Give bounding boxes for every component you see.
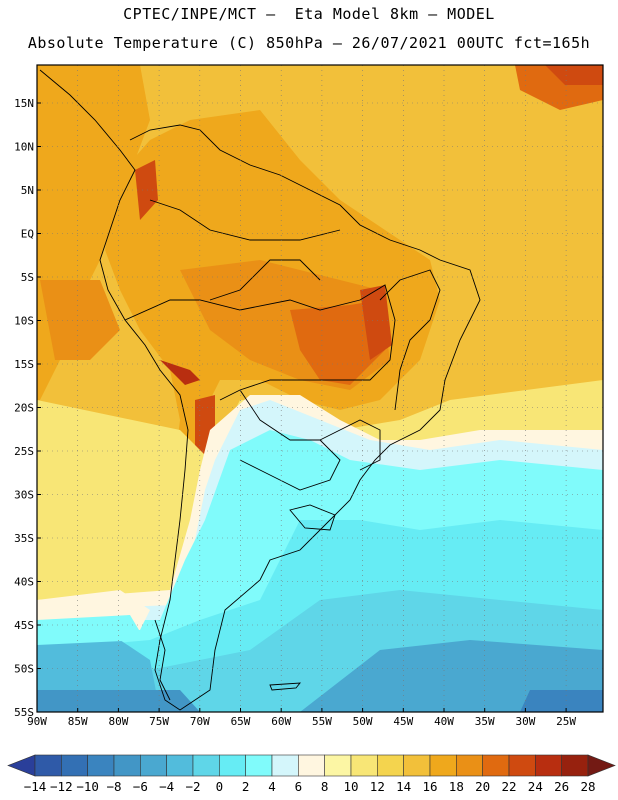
lon-label: 25W (556, 715, 576, 728)
colorbar-label: −2 (185, 779, 200, 794)
colorbar-label: 24 (528, 779, 543, 794)
colorbar-bin (245, 754, 273, 777)
colorbar-arrow-low (7, 754, 36, 777)
lon-label: 55W (312, 715, 332, 728)
colorbar-label: 18 (449, 779, 464, 794)
lat-label: 50S (14, 663, 34, 676)
lat-label: 10S (14, 315, 34, 328)
colorbar-bin (298, 754, 325, 777)
colorbar-label: 14 (396, 779, 411, 794)
colorbar-bin (403, 754, 431, 777)
colorbar: −14 −12 −10 −8 −6 −4 −2 0 2 4 6 8 10 12 14 16 18 20 22 24 26… (7, 754, 616, 794)
lon-label: 30W (515, 715, 535, 728)
colorbar-label: 6 (295, 779, 303, 794)
colorbar-label: 20 (475, 779, 490, 794)
colorbar-label: −10 (76, 779, 99, 794)
lat-label: 40S (14, 576, 34, 589)
colorbar-bin (87, 754, 115, 777)
colorbar-bin (535, 754, 562, 777)
colorbar-bin (350, 754, 378, 777)
lon-label: 45W (393, 715, 413, 728)
lon-label: 75W (149, 715, 169, 728)
colorbar-label: 12 (370, 779, 385, 794)
title-line-2: Absolute Temperature (C) 850hPa – 26/07/… (27, 34, 591, 52)
lat-label: 10N (14, 141, 34, 154)
colorbar-label: −6 (133, 779, 148, 794)
colorbar-label: 4 (268, 779, 276, 794)
colorbar-label: 2 (242, 779, 250, 794)
lat-label: 15S (14, 358, 34, 371)
colorbar-bin (61, 754, 88, 777)
lon-label: 60W (271, 715, 291, 728)
lon-label: 35W (475, 715, 495, 728)
colorbar-label: −8 (106, 779, 121, 794)
colorbar-label: −4 (159, 779, 174, 794)
colorbar-bin (482, 754, 510, 777)
map-frame (36, 64, 604, 713)
lon-label: 85W (68, 715, 88, 728)
colorbar-bin (456, 754, 483, 777)
lat-label: EQ (21, 228, 34, 241)
colorbar-bin (429, 754, 457, 777)
lat-label: 45S (14, 619, 34, 632)
colorbar-label: 10 (343, 779, 358, 794)
colorbar-bin (166, 754, 194, 777)
colorbar-bin (34, 754, 62, 777)
colorbar-label: −14 (24, 779, 47, 794)
longitude-labels: 90W 85W 80W 75W 70W 65W 60W 55W 50W 45W 40W 35W 30W 2… (27, 708, 576, 728)
lon-label: 80W (108, 715, 128, 728)
colorbar-arrow-high (587, 754, 616, 777)
colorbar-label: 22 (501, 779, 516, 794)
lat-label: 30S (14, 489, 34, 502)
colorbar-bin (377, 754, 404, 777)
lat-label: 5S (21, 271, 34, 284)
colorbar-bin (324, 754, 352, 777)
colorbar-label: 26 (554, 779, 569, 794)
colorbar-bin (192, 754, 220, 777)
lon-label: 70W (190, 715, 210, 728)
colorbar-bin (508, 754, 536, 777)
colorbar-bin (271, 754, 299, 777)
colorbar-label: 28 (580, 779, 595, 794)
temperature-field (37, 65, 603, 712)
lon-label: 90W (27, 715, 47, 728)
lon-label: 40W (434, 715, 454, 728)
lon-label: 50W (353, 715, 373, 728)
lat-label: 20S (14, 402, 34, 415)
lat-label: 25S (14, 445, 34, 458)
lon-label: 65W (231, 715, 251, 728)
lat-label: 5N (21, 184, 34, 197)
lat-label: 35S (14, 532, 34, 545)
colorbar-label: 16 (422, 779, 437, 794)
colorbar-bin (140, 754, 167, 777)
colorbar-label: 0 (216, 779, 224, 794)
latitude-labels: 15N 10N 5N EQ 5S 10S 15S 20S 25S 30S 35S 40S 45S 50S 5… (14, 97, 41, 719)
lat-label: 15N (14, 97, 34, 110)
colorbar-label: 8 (321, 779, 329, 794)
colorbar-label: −12 (50, 779, 73, 794)
title-line-1: CPTEC/INPE/MCT – Eta Model 8km – MODEL (123, 5, 495, 23)
colorbar-bin (219, 754, 246, 777)
colorbar-bin (561, 754, 589, 777)
lat-label: 55S (14, 706, 34, 719)
colorbar-bin (113, 754, 141, 777)
coastlines (39, 69, 481, 711)
